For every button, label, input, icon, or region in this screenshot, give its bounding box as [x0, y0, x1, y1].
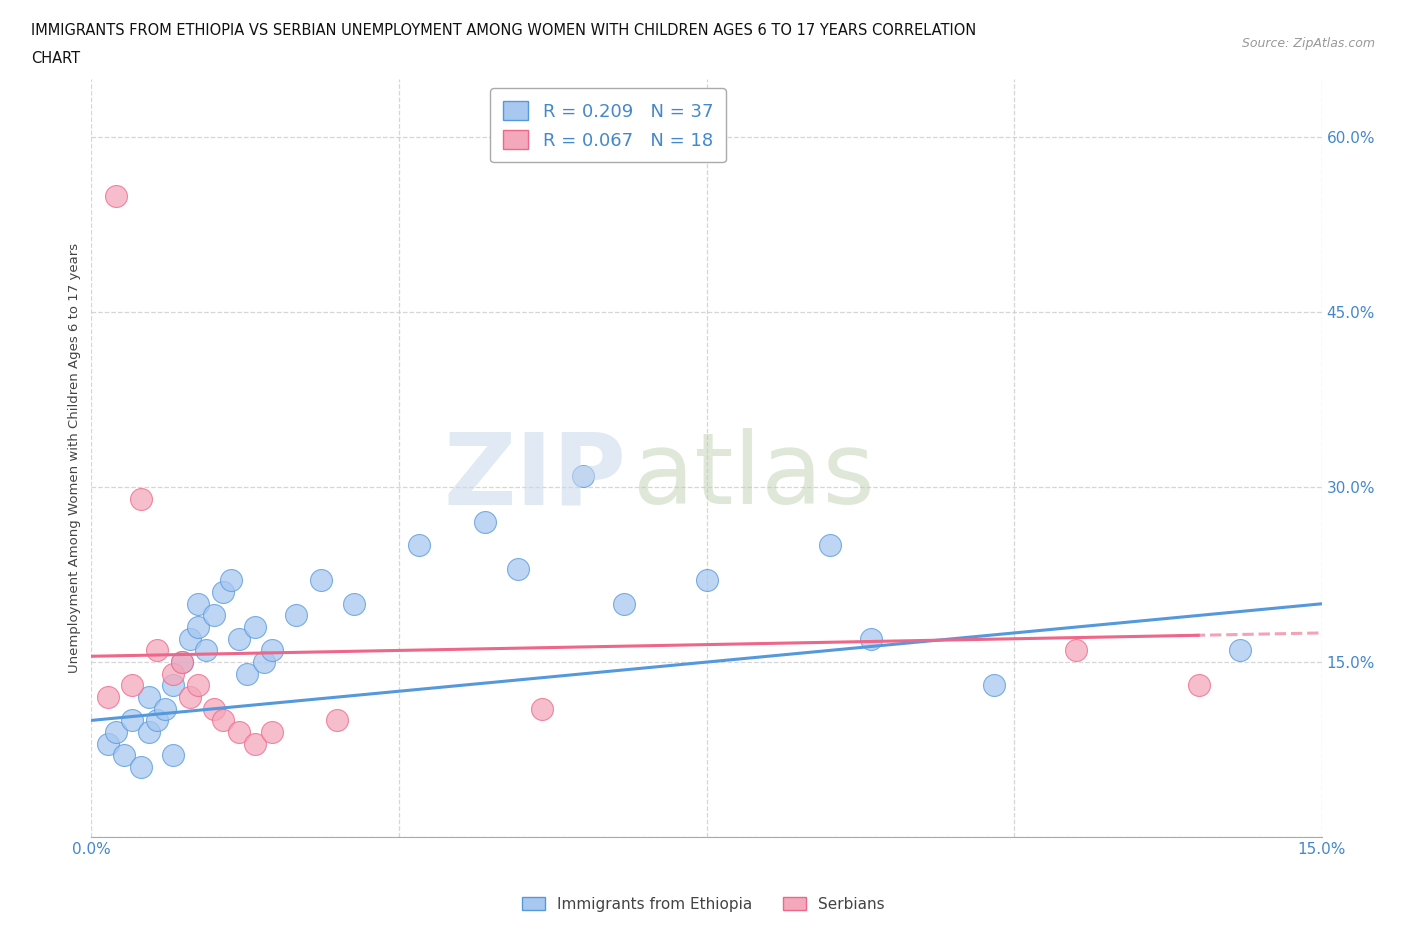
Point [343, 596, 366, 611]
Point [138, 690, 160, 705]
Point [531, 701, 554, 716]
Point [408, 538, 430, 553]
Point [474, 514, 496, 529]
Point [211, 585, 233, 600]
Text: CHART: CHART [31, 51, 80, 66]
Point [260, 643, 283, 658]
Point [219, 573, 242, 588]
Point [129, 760, 152, 775]
Legend: R = 0.209   N = 37, R = 0.067   N = 18: R = 0.209 N = 37, R = 0.067 N = 18 [491, 88, 725, 162]
Point [187, 619, 209, 634]
Point [202, 701, 225, 716]
Text: Source: ZipAtlas.com: Source: ZipAtlas.com [1241, 37, 1375, 50]
Point [211, 713, 233, 728]
Point [1187, 678, 1209, 693]
Point [121, 713, 143, 728]
Y-axis label: Unemployment Among Women with Children Ages 6 to 17 years: Unemployment Among Women with Children A… [67, 243, 82, 673]
Point [162, 678, 184, 693]
Point [179, 631, 201, 646]
Point [162, 666, 184, 681]
Point [245, 619, 267, 634]
Point [170, 655, 193, 670]
Point [202, 608, 225, 623]
Point [695, 573, 717, 588]
Point [253, 655, 276, 670]
Point [326, 713, 349, 728]
Point [285, 608, 308, 623]
Point [105, 724, 127, 739]
Point [146, 713, 169, 728]
Point [105, 188, 127, 203]
Point [572, 468, 595, 483]
Point [138, 724, 160, 739]
Point [236, 666, 259, 681]
Point [309, 573, 332, 588]
Point [187, 678, 209, 693]
Text: IMMIGRANTS FROM ETHIOPIA VS SERBIAN UNEMPLOYMENT AMONG WOMEN WITH CHILDREN AGES : IMMIGRANTS FROM ETHIOPIA VS SERBIAN UNEM… [31, 23, 976, 38]
Point [1229, 643, 1251, 658]
Point [187, 596, 209, 611]
Point [195, 643, 218, 658]
Text: ZIP: ZIP [444, 429, 627, 525]
Point [1064, 643, 1087, 658]
Point [97, 690, 120, 705]
Point [112, 748, 135, 763]
Point [97, 737, 120, 751]
Point [506, 562, 529, 577]
Point [245, 737, 267, 751]
Point [613, 596, 636, 611]
Point [162, 748, 184, 763]
Point [170, 655, 193, 670]
Point [153, 701, 177, 716]
Point [983, 678, 1005, 693]
Point [121, 678, 143, 693]
Point [129, 491, 152, 506]
Point [859, 631, 882, 646]
Point [228, 724, 250, 739]
Point [228, 631, 250, 646]
Point [818, 538, 841, 553]
Text: atlas: atlas [633, 429, 875, 525]
Point [146, 643, 169, 658]
Point [260, 724, 283, 739]
Legend: Immigrants from Ethiopia, Serbians: Immigrants from Ethiopia, Serbians [516, 890, 890, 918]
Point [179, 690, 201, 705]
